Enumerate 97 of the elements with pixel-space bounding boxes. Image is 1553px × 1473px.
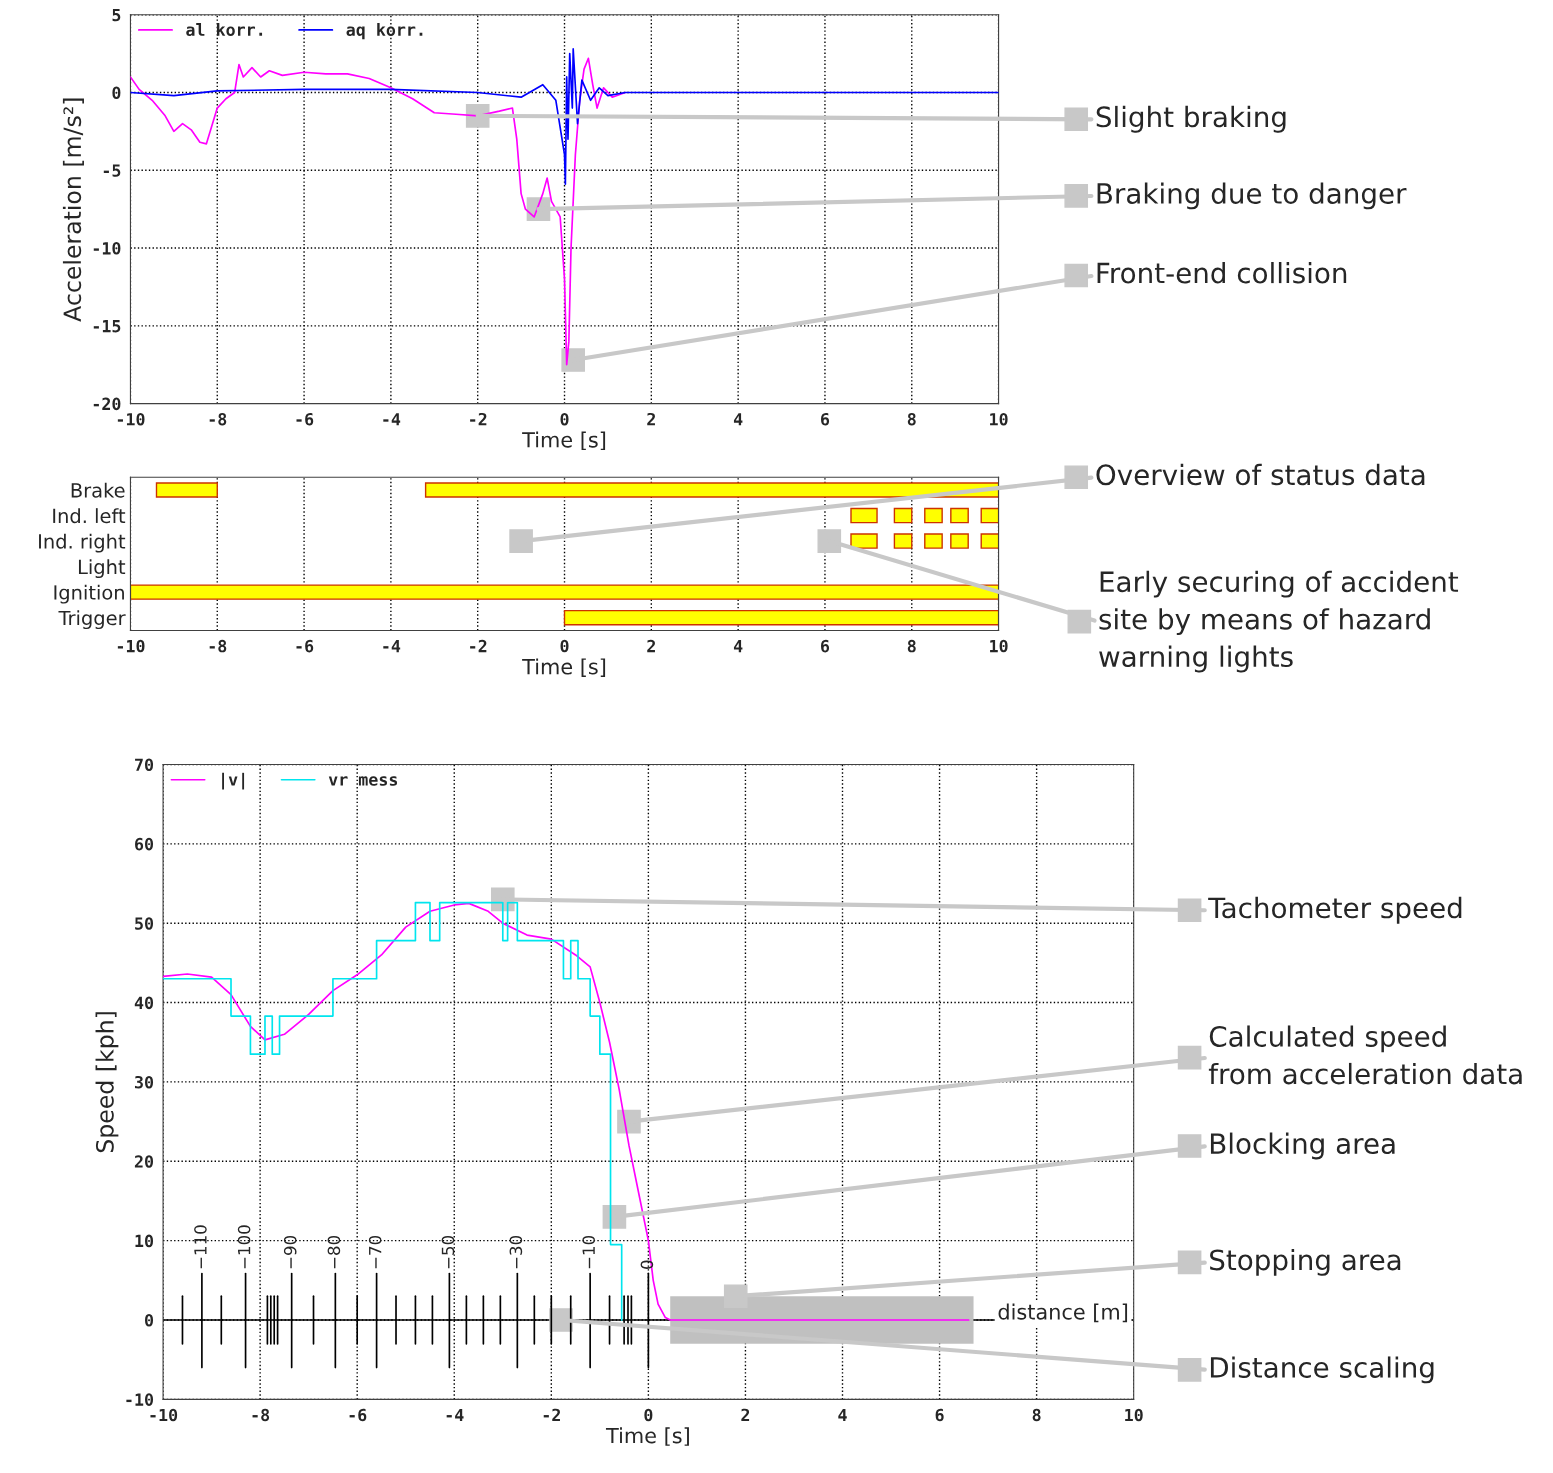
y-tick-label: -5 <box>103 164 121 177</box>
x-tick-label: 0 <box>560 412 569 426</box>
y-tick-label: Trigger <box>58 610 126 630</box>
y-tick-label: 10 <box>135 1234 154 1248</box>
bar <box>850 533 878 549</box>
x-tick-label: -4 <box>383 413 401 426</box>
x-tick-label: 2 <box>741 1408 750 1422</box>
annotation: −110 <box>194 1225 207 1269</box>
x-tick-label: 4 <box>733 413 743 426</box>
x-tick-label: 6 <box>935 1408 944 1422</box>
bar <box>130 584 999 600</box>
x-tick-label: 0 <box>560 639 569 653</box>
bar <box>155 482 218 498</box>
y-tick-label: 20 <box>134 1155 154 1168</box>
annotation: Blocking area <box>1210 1132 1395 1160</box>
x-tick-label: 10 <box>990 412 1008 426</box>
annotation: −10 <box>582 1235 595 1269</box>
x-tick-label: -4 <box>446 1408 464 1422</box>
y-tick-label: 0 <box>112 86 121 100</box>
x-tick-label: 4 <box>838 1408 847 1422</box>
x-tick-label: -10 <box>150 1408 178 1422</box>
x-axis-title: Time [s] <box>522 431 606 451</box>
bar <box>924 507 943 524</box>
y-tick-label: 60 <box>135 837 154 851</box>
bar <box>950 533 969 549</box>
y-tick-label: -15 <box>93 320 121 333</box>
legend-label: al korr. <box>186 23 263 36</box>
y-tick-label: Ind. right <box>39 533 126 553</box>
y-tick-label: 40 <box>134 996 154 1010</box>
x-tick-label: -6 <box>296 639 314 653</box>
legend-label: |v| <box>222 772 245 790</box>
y-tick-label: 50 <box>135 917 154 930</box>
y-tick-label: -10 <box>93 242 121 255</box>
x-tick-label: 2 <box>647 412 655 426</box>
x-tick-label: 0 <box>644 1408 653 1422</box>
y-tick-label: -20 <box>93 397 121 411</box>
x-axis-title: Time [s] <box>605 1427 689 1446</box>
y-tick-label: Ind. left <box>53 508 126 524</box>
bar <box>893 507 913 524</box>
bar <box>563 609 999 626</box>
x-tick-label: -2 <box>470 639 487 653</box>
x-tick-label: 8 <box>907 412 916 426</box>
x-axis-title: Time [s] <box>522 658 606 677</box>
x-tick-label: -2 <box>470 412 487 426</box>
y-axis-title: Speed [kph] <box>95 1012 119 1153</box>
y-tick-label: 0 <box>145 1313 154 1327</box>
annotation: Early securing of accident site by means of hazard warning lights <box>1099 570 1459 673</box>
legend-label: aq korr. <box>346 23 423 40</box>
y-tick-label: 5 <box>112 8 121 22</box>
annotation: −70 <box>368 1235 382 1269</box>
annotation: −100 <box>237 1225 251 1269</box>
x-tick-label: 8 <box>1032 1408 1041 1422</box>
annotation: distance [m] <box>998 1303 1128 1323</box>
x-tick-label: 10 <box>990 639 1008 653</box>
x-tick-label: -4 <box>383 639 401 653</box>
annotation: −30 <box>509 1235 523 1269</box>
annotation: Braking due to danger <box>1097 182 1407 210</box>
x-tick-label: 6 <box>821 412 830 426</box>
y-tick-label: 30 <box>134 1075 154 1089</box>
line-series <box>163 902 970 1321</box>
x-tick-label: 2 <box>647 639 655 653</box>
bar <box>980 533 999 549</box>
x-tick-label: 6 <box>821 639 830 653</box>
annotation: 0 <box>640 1260 654 1269</box>
annotation: Overview of status data <box>1096 463 1425 486</box>
x-tick-label: 10 <box>1125 1408 1143 1422</box>
x-tick-label: 8 <box>907 639 916 653</box>
x-tick-label: -8 <box>209 639 227 653</box>
bar <box>424 482 999 498</box>
annotation: −80 <box>327 1235 341 1269</box>
x-tick-label: -8 <box>252 1408 270 1422</box>
bar <box>980 507 999 524</box>
y-tick-label: 70 <box>135 758 154 772</box>
bar <box>924 533 943 549</box>
y-axis-title: Acceleration [m/s²] <box>62 98 84 322</box>
bar <box>893 533 913 549</box>
y-tick-label: -10 <box>126 1393 154 1406</box>
annotation: Slight braking <box>1096 105 1286 133</box>
annotation: Distance scaling <box>1210 1356 1434 1384</box>
y-tick-label: Ignition <box>54 584 124 604</box>
annotation: Front-end collision <box>1097 262 1347 284</box>
x-tick-label: -6 <box>296 412 314 426</box>
y-tick-label: Light <box>78 559 126 579</box>
x-tick-label: -8 <box>209 412 227 426</box>
line-series <box>130 48 999 186</box>
x-tick-label: 4 <box>733 639 743 653</box>
annotation: −50 <box>441 1235 455 1269</box>
bar <box>950 507 969 524</box>
x-tick-label: -6 <box>349 1408 367 1422</box>
annotation: Calculated speed from acceleration data <box>1208 1025 1522 1085</box>
legend-label: vr mess <box>328 776 398 786</box>
bar <box>850 507 878 524</box>
y-tick-label: Brake <box>71 482 125 498</box>
annotation: Tachometer speed <box>1208 896 1462 924</box>
x-tick-label: -2 <box>543 1408 560 1422</box>
annotation: Stopping area <box>1210 1248 1401 1276</box>
annotation: −90 <box>283 1235 297 1269</box>
